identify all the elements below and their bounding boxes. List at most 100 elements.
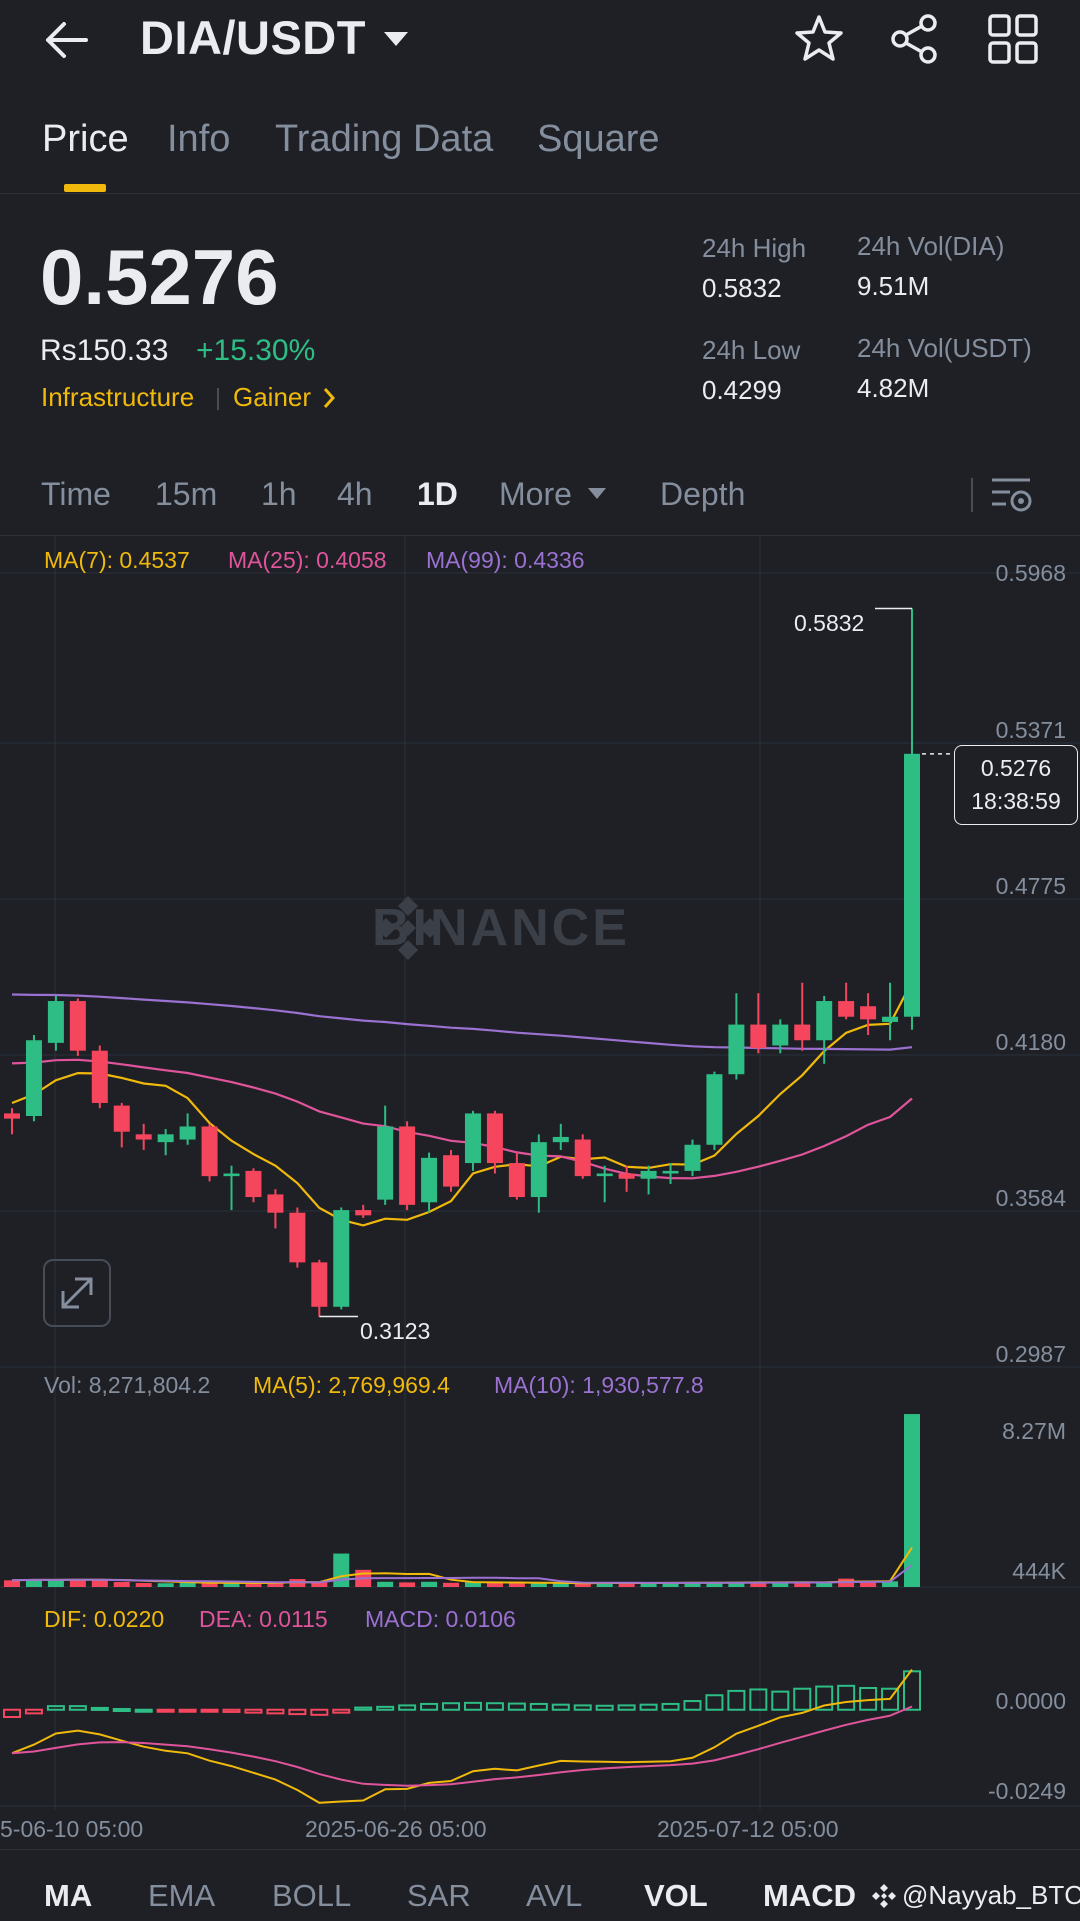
macd-histogram-bar	[903, 1670, 921, 1711]
timeframe-15m[interactable]: 15m	[155, 476, 218, 512]
pair-selector[interactable]: DIA/USDT	[140, 11, 366, 64]
grid-menu-icon[interactable]	[986, 12, 1040, 66]
macd-histogram-bar	[3, 1708, 21, 1718]
candle-body	[4, 1113, 20, 1119]
stat-24h-high-value: 0.5832	[702, 273, 782, 303]
candle-body	[816, 1001, 833, 1041]
candle-body	[508, 1163, 525, 1198]
indicator-avl[interactable]: AVL	[526, 1878, 583, 1913]
stat-24h-high-label: 24h High	[702, 233, 807, 263]
candle-body	[838, 1001, 855, 1017]
macd-histogram-bar	[749, 1688, 768, 1711]
macd-histogram-bar	[617, 1704, 636, 1711]
ma25-legend: MA(25): 0.4058	[228, 547, 387, 573]
volume-ma5-legend: MA(5): 2,769,969.4	[253, 1372, 450, 1398]
macd-histogram-bar	[46, 1705, 65, 1711]
candlestick-chart[interactable]	[0, 535, 1080, 1840]
volume-bar	[4, 1580, 20, 1587]
volume-bar	[640, 1583, 657, 1587]
macd-dea-legend: DEA: 0.0115	[199, 1606, 328, 1632]
depth-tab[interactable]: Depth	[660, 476, 746, 512]
macd-histogram-bar	[244, 1708, 263, 1714]
category-tag-gainer[interactable]: Gainer	[233, 382, 312, 412]
expand-icon	[61, 1277, 93, 1309]
volume-ma10-legend: MA(10): 1,930,577.8	[494, 1372, 704, 1398]
timeframe-1d[interactable]: 1D	[417, 476, 458, 512]
candle-body	[772, 1024, 789, 1046]
favorite-star-icon[interactable]	[792, 12, 846, 66]
volume-bar	[794, 1581, 811, 1587]
back-arrow-icon[interactable]	[40, 14, 92, 66]
macd-histogram-bar	[310, 1708, 329, 1716]
volume-axis-label: 444K	[1012, 1558, 1066, 1584]
candle-body	[157, 1134, 174, 1143]
volume-bar	[772, 1582, 789, 1587]
volume-bar	[399, 1582, 416, 1587]
stat-24h-low-value: 0.4299	[702, 375, 782, 405]
candle-body	[684, 1144, 701, 1171]
candle-body	[618, 1173, 635, 1179]
volume-bar	[201, 1582, 218, 1587]
macd-histogram-bar	[595, 1704, 614, 1711]
volume-bar	[486, 1582, 503, 1587]
tab-trading-data[interactable]: Trading Data	[275, 118, 494, 160]
candle-body	[421, 1157, 438, 1203]
volume-bar	[882, 1581, 899, 1587]
timeframe-more[interactable]: More	[499, 476, 572, 512]
macd-value-legend: MACD: 0.0106	[365, 1606, 516, 1632]
price-axis-label: 0.4180	[995, 1029, 1066, 1055]
volume-bar	[311, 1582, 328, 1587]
volume-bar	[223, 1583, 240, 1587]
chart-settings-icon[interactable]	[990, 474, 1034, 514]
indicator-ema[interactable]: EMA	[148, 1878, 216, 1913]
price-axis-label: 0.5371	[995, 717, 1066, 743]
candle-body	[794, 1024, 811, 1041]
fullscreen-button[interactable]	[43, 1259, 111, 1327]
candle-body	[662, 1170, 679, 1174]
timeframe-1h[interactable]: 1h	[261, 476, 297, 512]
volume-bar	[69, 1579, 86, 1587]
macd-histogram-bar	[529, 1702, 548, 1711]
volume-bar	[728, 1582, 745, 1587]
volume-bar	[464, 1581, 481, 1587]
high-price-marker: 0.5832	[794, 610, 865, 636]
macd-dif-line	[11, 1668, 913, 1804]
ma7-legend: MA(7): 0.4537	[44, 547, 190, 573]
price-axis-label: 0.2987	[995, 1341, 1066, 1367]
macd-histogram-bar	[837, 1684, 856, 1711]
chevron-right-icon[interactable]	[322, 386, 336, 410]
ma7-line	[11, 981, 913, 1227]
price-change-percent: +15.30%	[196, 334, 316, 367]
volume-bar	[706, 1581, 723, 1587]
timeframe-time[interactable]: Time	[41, 476, 111, 512]
timeframe-4h[interactable]: 4h	[337, 476, 373, 512]
stat-24h-vol-base-value: 9.51M	[857, 271, 930, 301]
price-axis-label: 0.3584	[995, 1185, 1066, 1211]
x-axis-label: 2025-06-26 05:00	[305, 1816, 487, 1842]
macd-dif-legend: DIF: 0.0220	[44, 1606, 165, 1632]
volume-bar	[662, 1582, 679, 1587]
candle-body	[223, 1173, 240, 1177]
candle-body	[289, 1212, 306, 1263]
macd-histogram-bar	[573, 1704, 592, 1711]
candle-body	[377, 1126, 394, 1200]
share-icon[interactable]	[888, 12, 942, 66]
macd-histogram-bar	[90, 1706, 109, 1711]
indicator-ma[interactable]: MA	[44, 1878, 93, 1913]
pair-dropdown-icon[interactable]	[384, 32, 408, 46]
category-tag-infrastructure[interactable]: Infrastructure	[41, 382, 195, 412]
candle-body	[574, 1139, 591, 1177]
candle-body	[596, 1173, 613, 1177]
stat-24h-vol-base-label: 24h Vol(DIA)	[857, 231, 1005, 261]
more-dropdown-icon[interactable]	[588, 488, 606, 499]
macd-histogram-bar	[705, 1694, 724, 1711]
tab-price[interactable]: Price	[42, 118, 129, 160]
indicator-sar[interactable]: SAR	[407, 1878, 471, 1913]
macd-histogram-bar	[112, 1708, 131, 1713]
indicator-macd[interactable]: MACD	[763, 1878, 856, 1913]
volume-bar	[267, 1582, 284, 1587]
indicator-boll[interactable]: BOLL	[272, 1878, 352, 1913]
indicator-vol[interactable]: VOL	[644, 1878, 708, 1913]
tab-square[interactable]: Square	[537, 118, 660, 160]
tab-info[interactable]: Info	[167, 118, 231, 160]
